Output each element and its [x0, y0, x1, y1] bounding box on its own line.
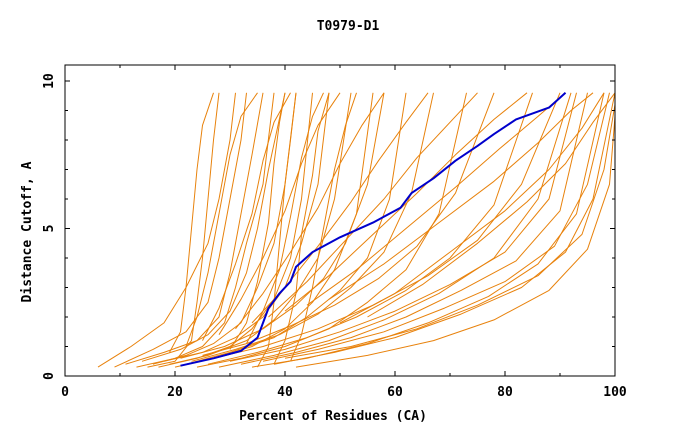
- series-line-35: [306, 92, 566, 306]
- series-line-24: [273, 92, 616, 365]
- series-line-19: [218, 92, 572, 368]
- series-line-21: [240, 92, 588, 365]
- series-line-30: [218, 92, 341, 335]
- series-line-13: [185, 92, 407, 365]
- x-tick-label-80: 80: [497, 385, 513, 400]
- series-line-6: [147, 92, 220, 368]
- series-line-40: [229, 92, 286, 350]
- y-tick-label-0: 0: [42, 372, 57, 380]
- series-line-36: [328, 92, 594, 300]
- series-line-3: [125, 92, 264, 365]
- series-line-27: [169, 92, 214, 353]
- series-line-2: [114, 92, 247, 368]
- series-line-39: [290, 92, 357, 362]
- series-line-43: [367, 92, 616, 318]
- x-tick-label-100: 100: [603, 385, 627, 400]
- series-line-37: [257, 92, 297, 368]
- series-line-31: [235, 92, 385, 330]
- x-axis-label: Percent of Residues (CA): [239, 409, 427, 424]
- series-line-29: [202, 92, 291, 341]
- series-line-34: [284, 92, 528, 312]
- series-line-26: [295, 116, 616, 368]
- highlight-series-line: [180, 92, 567, 367]
- series-line-38: [273, 92, 330, 365]
- y-tick-label-5: 5: [42, 225, 57, 233]
- x-tick-label-40: 40: [277, 385, 293, 400]
- chart-title: T0979-D1: [317, 19, 380, 34]
- x-tick-label-20: 20: [167, 385, 183, 400]
- y-axis-label: Distance Cutoff, A: [20, 161, 35, 302]
- series-line-28: [185, 92, 258, 347]
- series-line-1: [97, 92, 236, 368]
- plot-area: [97, 92, 616, 368]
- series-line-42: [339, 92, 605, 324]
- plot-frame: [64, 64, 616, 377]
- series-line-18: [213, 92, 561, 359]
- series-line-33: [268, 92, 478, 318]
- axes: [64, 64, 616, 377]
- series-line-10: [169, 92, 352, 365]
- x-tick-label-0: 0: [61, 385, 69, 400]
- series-line-41: [246, 92, 324, 344]
- series-line-12: [180, 92, 385, 359]
- x-tick-label-60: 60: [387, 385, 403, 400]
- ticks: 0 20 40 60 80 100 0 5 10: [42, 65, 627, 400]
- series-line-20: [229, 92, 577, 362]
- series-line-23: [262, 92, 610, 362]
- series-line-17: [207, 92, 533, 365]
- series-line-25: [284, 104, 616, 359]
- series-line-5: [141, 92, 286, 362]
- y-tick-label-10: 10: [42, 73, 57, 89]
- series-line-7: [152, 92, 297, 365]
